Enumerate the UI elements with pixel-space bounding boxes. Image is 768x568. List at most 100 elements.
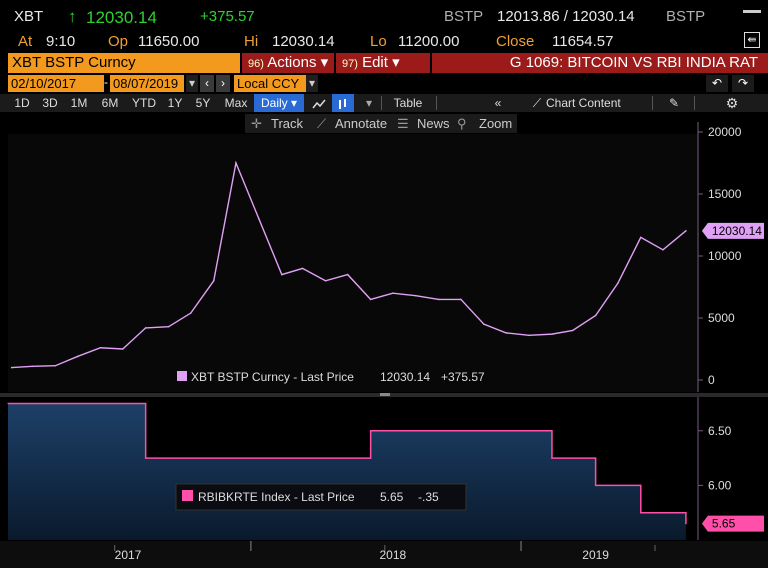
btc-data-point: [483, 323, 485, 326]
period-1y[interactable]: 1Y: [167, 96, 183, 110]
edit-menu[interactable]: 97) Edit ▾: [336, 53, 430, 73]
chevron-left-icon[interactable]: ‹: [200, 75, 214, 92]
rbi-legend-swatch: [182, 490, 193, 501]
track-icon: ✛: [251, 116, 262, 131]
btc-data-point: [31, 365, 34, 368]
zoom-button[interactable]: Zoom: [479, 116, 513, 131]
actions-menu[interactable]: 96) Actions ▾: [242, 53, 334, 73]
collapse-left-icon[interactable]: «: [494, 96, 502, 110]
chart-content-button[interactable]: Chart Content: [546, 96, 621, 110]
btc-data-point: [528, 334, 530, 337]
undo-icon[interactable]: ↶: [706, 75, 728, 92]
export-icon[interactable]: ⇚: [744, 32, 760, 48]
btc-data-point: [369, 298, 372, 301]
btc-data-point: [281, 273, 283, 276]
rbi-last-price-label: 5.65: [712, 517, 736, 531]
news-button[interactable]: News: [417, 116, 450, 131]
redo-icon[interactable]: ↷: [732, 75, 754, 92]
separator: [694, 96, 695, 110]
btc-data-point: [258, 218, 260, 220]
frequency-select[interactable]: Daily ▾: [254, 94, 304, 112]
btc-data-point: [437, 298, 440, 301]
rbi-legend-name: RBIBKRTE Index - Last Price: [198, 490, 355, 504]
btc-data-point: [685, 230, 687, 232]
news-icon: ☰: [397, 116, 409, 131]
panel-divider: [0, 393, 768, 397]
chart-subtoolbar: ✛ Track ⟋ Annotate ☰ News ⚲ Zoom: [245, 114, 517, 133]
currency-select[interactable]: Local CCY: [234, 75, 306, 92]
rbi-data-point: [415, 430, 417, 432]
chart-type-dropdown-icon[interactable]: ▾: [365, 96, 373, 110]
date-separator: -: [104, 75, 108, 89]
high-value: 12030.14: [272, 33, 335, 50]
close-value: 11654.57: [552, 33, 614, 50]
btc-data-point: [212, 280, 215, 282]
period-3d[interactable]: 3D: [42, 96, 58, 110]
source-label-2: BSTP: [666, 8, 706, 25]
rbi-data-point: [370, 457, 372, 459]
chart-content-icon: ⟋: [532, 96, 542, 110]
period-ytd[interactable]: YTD: [132, 96, 156, 110]
open-label: Op: [108, 33, 129, 50]
start-date-input[interactable]: 02/10/2017: [8, 75, 104, 92]
high-label: Hi: [244, 33, 259, 50]
btc-data-point: [167, 325, 170, 328]
table-button[interactable]: Table: [393, 96, 423, 110]
btc-data-point: [594, 314, 597, 317]
chart-toolbar: 1D 3D 1M 6M YTD 1Y 5Y Max Daily ▾ ▾ Tabl…: [0, 94, 768, 112]
btc-data-point: [235, 162, 237, 164]
rbi-legend-change: -.35: [418, 490, 439, 504]
rbi-data-point: [685, 523, 687, 525]
bar-chart-icon[interactable]: [332, 94, 354, 112]
period-1d[interactable]: 1D: [14, 96, 30, 110]
btc-data-point: [346, 273, 349, 276]
btc-legend-change: +375.57: [441, 370, 485, 384]
last-price: 12030.14: [86, 8, 157, 27]
rbi-data-point: [595, 457, 597, 459]
gear-icon[interactable]: ⚙: [725, 95, 739, 111]
rbi-rate-line: [8, 402, 687, 524]
at-value: 9:10: [46, 33, 76, 50]
line-chart-icon[interactable]: [308, 94, 330, 112]
quote-header: XBT ↑ 12030.14 +375.57 BSTP 12013.86 / 1…: [0, 0, 768, 54]
btc-y-tick-label: 5000: [708, 311, 735, 325]
low-label: Lo: [370, 33, 387, 50]
currency-dropdown-icon[interactable]: ▾: [306, 75, 318, 92]
chevron-right-icon[interactable]: ›: [216, 75, 230, 92]
rbi-data-point: [685, 523, 687, 525]
x-axis-band: [0, 541, 768, 568]
btc-data-point: [99, 346, 102, 349]
end-date-input[interactable]: 08/07/2019: [110, 75, 184, 92]
btc-legend-value: 12030.14: [380, 370, 430, 384]
x-axis-year-label: 2017: [115, 548, 142, 562]
rbi-data-point: [370, 430, 372, 432]
rbi-legend-value: 5.65: [380, 490, 404, 504]
zoom-icon: ⚲: [457, 116, 467, 131]
actions-label: Actions ▾: [267, 54, 329, 71]
btc-y-tick-label: 20000: [708, 125, 742, 139]
period-1m[interactable]: 1M: [70, 96, 88, 110]
btc-data-point: [662, 249, 664, 251]
period-max[interactable]: Max: [224, 96, 248, 110]
rbi-data-point: [640, 484, 642, 486]
edit-pencil-icon[interactable]: ✎: [668, 96, 680, 110]
btc-data-point: [76, 355, 79, 358]
separator: [381, 96, 382, 110]
rbi-data-point: [145, 457, 147, 459]
edit-number: 97): [342, 58, 358, 70]
period-5y[interactable]: 5Y: [195, 96, 211, 110]
annotate-button[interactable]: Annotate: [335, 116, 388, 131]
btc-data-point: [301, 267, 304, 270]
btc-data-point: [617, 282, 619, 285]
period-6m[interactable]: 6M: [101, 96, 119, 110]
calendar-dropdown-icon[interactable]: ▾: [186, 75, 198, 92]
rbi-data-point: [415, 430, 417, 432]
up-arrow-icon: ↑: [68, 7, 77, 26]
btc-data-point: [144, 327, 147, 329]
price-change: +375.57: [200, 8, 255, 25]
security-field[interactable]: XBT BSTP Curncy: [8, 53, 240, 73]
track-button[interactable]: Track: [271, 116, 304, 131]
btc-legend-swatch: [177, 371, 187, 381]
rbi-data-point: [685, 512, 687, 514]
minimize-icon[interactable]: [743, 10, 761, 13]
